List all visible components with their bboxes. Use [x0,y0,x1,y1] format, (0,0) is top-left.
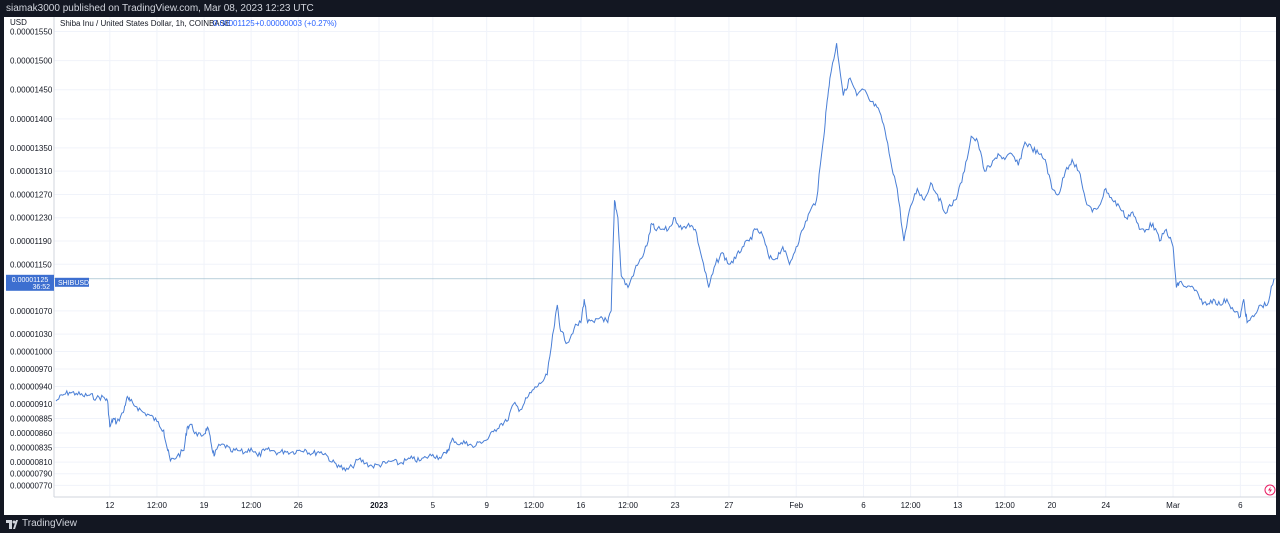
x-tick-label: 6 [1238,501,1243,510]
x-tick-label: 12:00 [618,501,639,510]
header-bar: siamak3000 published on TradingView.com,… [0,0,1280,17]
price-badge: 0.00001125 36:52 SHIBUSD [6,274,89,291]
x-tick-label: Mar [1166,501,1180,510]
y-tick-label: 0.00001310 [10,167,53,176]
symbol-badge: SHIBUSD [58,280,89,287]
chart-frame: 0.00001550 0.00001500 0.00001450 0.00001400… [4,17,1276,515]
y-tick-label: 0.00001500 [10,57,53,66]
x-tick-label: 5 [431,501,436,510]
x-tick-label: 12:00 [995,501,1016,510]
x-tick-label: 24 [1101,501,1110,510]
y-tick-label: 0.00000885 [10,414,53,423]
y-tick-label: 0.00001150 [10,260,52,269]
y-tick-label: 0.00001230 [10,214,53,223]
x-tick-label: 9 [484,501,489,510]
x-tick-label: 6 [861,501,866,510]
x-tick-label: 23 [671,501,680,510]
y-tick-label: 0.00000790 [10,470,53,479]
y-tick-label: 0.00000770 [10,481,53,490]
legend-change: +0.00000003 (+0.27%) [255,19,337,28]
y-tick-label: 0.00000860 [10,429,53,438]
x-tick-label: 2023 [370,501,388,510]
y-tick-label: 0.00001030 [10,330,53,339]
legend: Shiba Inu / United States Dollar, 1h, CO… [60,19,337,28]
y-tick-label: 0.00000810 [10,458,53,467]
x-tick-label: 20 [1047,501,1056,510]
x-tick-label: 12:00 [524,501,545,510]
y-tick-label: 0.00001000 [10,348,53,357]
price-chart[interactable]: 0.00001550 0.00001500 0.00001450 0.00001400… [4,17,1276,515]
brand-name: TradingView [22,518,78,529]
y-tick-label: 0.00001550 [10,28,53,37]
y-axis-unit: USD [10,18,27,27]
y-tick-label: 0.00000940 [10,382,53,391]
countdown-timer: 36:52 [32,284,50,291]
tradingview-logo-icon [6,519,18,529]
x-tick-label: 16 [576,501,585,510]
x-tick-label: Feb [789,501,803,510]
x-tick-label: 26 [294,501,303,510]
x-tick-label: 12:00 [901,501,922,510]
y-tick-label: 0.00001270 [10,190,53,199]
x-axis-ticks: 12 12:00 19 12:00 26 2023 5 9 12:00 16 12:00 23 27 Fe… [105,501,1243,510]
y-tick-label: 0.00001400 [10,115,53,124]
x-tick-label: 19 [200,501,209,510]
x-tick-label: 12 [105,501,114,510]
y-tick-label: 0.00000835 [10,444,53,453]
legend-last-price: 0.00001125 [213,19,255,28]
publish-info: siamak3000 published on TradingView.com,… [6,3,314,14]
footer-bar: TradingView [0,515,1280,533]
x-tick-label: 13 [953,501,962,510]
y-tick-label: 0.00001350 [10,144,53,153]
y-tick-label: 0.00001450 [10,86,53,95]
y-tick-label: 0.00000910 [10,400,53,409]
y-tick-label: 0.00001070 [10,307,53,316]
brand[interactable]: TradingView [6,515,77,533]
x-tick-label: 12:00 [147,501,168,510]
price-badge-value: 0.00001125 [12,277,49,284]
y-tick-label: 0.00001190 [10,237,52,246]
lightning-icon[interactable] [1264,484,1276,496]
series-line-shibusd [55,43,1275,472]
y-axis-ticks: 0.00001550 0.00001500 0.00001450 0.00001400… [10,28,53,491]
x-tick-label: 12:00 [241,501,262,510]
chart-title: Shiba Inu / United States Dollar, 1h, CO… [60,19,230,28]
y-tick-label: 0.00000970 [10,365,53,374]
x-tick-label: 27 [724,501,733,510]
chart-grid [54,17,1276,497]
